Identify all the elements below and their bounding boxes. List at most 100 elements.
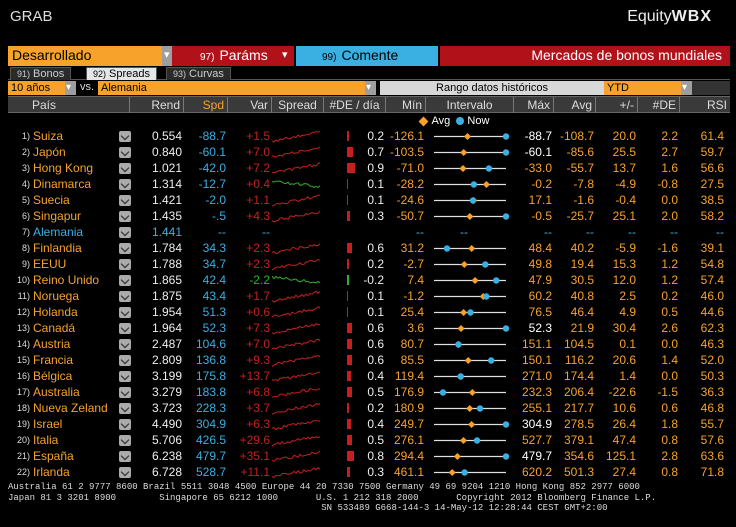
drilldown-icon[interactable] bbox=[119, 179, 131, 190]
table-row[interactable]: 8) Finlandia 1.784 34.3 +2.3 0.6 31.2 48.4 40.2 -… bbox=[8, 240, 730, 256]
sparkline-path bbox=[272, 162, 321, 173]
country-name[interactable]: Israel bbox=[33, 417, 63, 431]
table-row[interactable]: 17) Australia 3.279 183.8 +6.8 0.5 176.9 232.3 2… bbox=[8, 384, 730, 400]
drilldown-icon[interactable] bbox=[119, 339, 131, 350]
table-row[interactable]: 4) Dinamarca 1.314 -12.7 +0.4 0.1 -28.2 -0.2 -7.… bbox=[8, 176, 730, 192]
drilldown-icon[interactable] bbox=[119, 435, 131, 446]
drilldown-icon[interactable] bbox=[119, 387, 131, 398]
country-name[interactable]: Dinamarca bbox=[33, 177, 92, 191]
table-row[interactable]: 20) Italia 5.706 426.5 +29.6 0.5 276.1 527.7 379… bbox=[8, 432, 730, 448]
country-name[interactable]: Suecia bbox=[33, 193, 70, 207]
drilldown-icon[interactable] bbox=[119, 291, 131, 302]
table-row[interactable]: 22) Irlanda 6.728 528.7 +11.1 0.3 461.1 620.2 50… bbox=[8, 464, 730, 480]
drilldown-icon[interactable] bbox=[119, 403, 131, 414]
header-spread[interactable]: Spread bbox=[272, 97, 324, 113]
country-name[interactable]: Japón bbox=[33, 145, 66, 159]
spread-value: 43.4 bbox=[202, 289, 226, 303]
country-name[interactable]: Canadá bbox=[33, 321, 76, 335]
header-rend[interactable]: Rend bbox=[130, 97, 184, 113]
country-name[interactable]: Francia bbox=[33, 353, 74, 367]
table-row[interactable]: 1) Suiza 0.554 -88.7 +1.5 0.2 -126.1 -88.7 -108.… bbox=[8, 128, 730, 144]
table-row[interactable]: 6) Singapur 1.435 -.5 +4.3 0.3 -50.7 -0.5 -25.7 2… bbox=[8, 208, 730, 224]
country-name[interactable]: Bélgica bbox=[33, 369, 73, 383]
country-name[interactable]: Nueva Zeland bbox=[33, 401, 108, 415]
table-row[interactable]: 11) Noruega 1.875 43.4 +1.7 0.1 -1.2 60.2 40.8 2.… bbox=[8, 288, 730, 304]
header-rsi[interactable]: RSI bbox=[706, 98, 727, 112]
table-row[interactable]: 10) Reino Unido 1.865 42.4 -2.2 -0.2 7.4 47.9 30… bbox=[8, 272, 730, 288]
table-row[interactable]: 18) Nueva Zeland 3.723 228.3 +3.7 0.2 180.9 255… bbox=[8, 400, 730, 416]
tab-spreads[interactable]: 92) Spreads bbox=[86, 67, 157, 80]
header-pais[interactable]: País bbox=[8, 97, 130, 113]
drilldown-icon[interactable] bbox=[119, 131, 131, 142]
header-pm[interactable]: +/- bbox=[596, 97, 638, 113]
table-row[interactable]: 15) Francia 2.809 136.8 +9.3 0.6 85.5 150.1 116.… bbox=[8, 352, 730, 368]
max-value: 49.8 bbox=[528, 257, 552, 271]
drilldown-icon[interactable] bbox=[119, 227, 131, 238]
country-name[interactable]: Italia bbox=[33, 433, 59, 447]
country-name[interactable]: Irlanda bbox=[33, 465, 70, 479]
tab-curvas[interactable]: 93) Curvas bbox=[166, 67, 231, 80]
country-name[interactable]: Singapur bbox=[33, 209, 82, 223]
country-name[interactable]: Reino Unido bbox=[33, 273, 100, 287]
header-spd[interactable]: Spd bbox=[184, 97, 228, 113]
average-value: 501.3 bbox=[563, 465, 594, 479]
drilldown-icon[interactable] bbox=[119, 355, 131, 366]
drilldown-icon[interactable] bbox=[119, 467, 131, 478]
chevron-down-icon[interactable] bbox=[365, 81, 376, 95]
table-row[interactable]: 3) Hong Kong 1.021 -42.0 +7.2 0.9 -71.0 -33.0 -5… bbox=[8, 160, 730, 176]
tab-bonos[interactable]: 91) Bonos bbox=[10, 67, 72, 80]
brand-suffix: WBX bbox=[671, 8, 712, 25]
country-name[interactable]: Australia bbox=[33, 385, 80, 399]
chevron-down-icon[interactable] bbox=[65, 81, 76, 95]
country-name[interactable]: Hong Kong bbox=[33, 161, 94, 175]
country-name[interactable]: Holanda bbox=[33, 305, 78, 319]
drilldown-icon[interactable] bbox=[119, 307, 131, 318]
header-min[interactable]: Mín bbox=[386, 97, 426, 113]
table-row[interactable]: 14) Austria 2.487 104.6 +7.0 0.6 80.7 151.1 104.… bbox=[8, 336, 730, 352]
chevron-down-icon[interactable] bbox=[280, 46, 294, 66]
table-row[interactable]: 7) Alemania 1.441 -- -- -- -- -- -- -- -- -- bbox=[8, 224, 730, 240]
drilldown-icon[interactable] bbox=[119, 419, 131, 430]
chevron-down-icon[interactable] bbox=[681, 81, 692, 95]
drilldown-icon[interactable] bbox=[119, 275, 131, 286]
table-row[interactable]: 9) EEUU 1.788 34.7 +2.3 0.2 -2.7 49.8 19.4 15.3 1.… bbox=[8, 256, 730, 272]
drilldown-icon[interactable] bbox=[119, 259, 131, 270]
drilldown-icon[interactable] bbox=[119, 163, 131, 174]
params-button[interactable]: 97) Paráms bbox=[172, 46, 294, 66]
market-select[interactable]: Desarrollado bbox=[8, 46, 176, 66]
header-var[interactable]: Var bbox=[228, 97, 272, 113]
country-name[interactable]: Austria bbox=[33, 337, 71, 351]
sd-value: -- bbox=[670, 225, 678, 239]
drilldown-icon[interactable] bbox=[119, 243, 131, 254]
table-row[interactable]: 21) España 6.238 479.7 +35.1 0.8 294.4 479.7 354… bbox=[8, 448, 730, 464]
header-max[interactable]: Máx bbox=[514, 97, 554, 113]
country-name[interactable]: Finlandia bbox=[33, 241, 82, 255]
drilldown-icon[interactable] bbox=[119, 195, 131, 206]
drilldown-icon[interactable] bbox=[119, 147, 131, 158]
comment-button[interactable]: 99) Comente bbox=[296, 46, 438, 66]
benchmark-country-select[interactable]: Alemania bbox=[98, 81, 376, 95]
header-de[interactable]: #DE bbox=[638, 97, 680, 113]
table-row[interactable]: 5) Suecia 1.421 -2.0 +1.1 0.1 -24.6 17.1 -1.6 -0.… bbox=[8, 192, 730, 208]
country-name[interactable]: Suiza bbox=[33, 129, 64, 143]
header-avg[interactable]: Avg bbox=[554, 97, 596, 113]
table-row[interactable]: 13) Canadá 1.964 52.3 +7.3 0.6 3.6 52.3 21.9 30.4… bbox=[8, 320, 730, 336]
drilldown-icon[interactable] bbox=[119, 211, 131, 222]
drilldown-icon[interactable] bbox=[119, 323, 131, 334]
header-intervalo[interactable]: Intervalo bbox=[426, 97, 514, 113]
country-name[interactable]: EEUU bbox=[33, 257, 67, 271]
min-value: 80.7 bbox=[400, 337, 424, 351]
country-name[interactable]: España bbox=[33, 449, 74, 463]
period-select[interactable]: 10 años bbox=[8, 81, 76, 95]
table-row[interactable]: 12) Holanda 1.954 51.3 +0.6 0.1 25.4 76.5 46.4 4.… bbox=[8, 304, 730, 320]
country-name[interactable]: Noruega bbox=[33, 289, 80, 303]
header-de-dia[interactable]: #DE / día bbox=[324, 97, 386, 113]
table-row[interactable]: 16) Bélgica 3.199 175.8 +13.7 0.4 119.4 271.0 17… bbox=[8, 368, 730, 384]
drilldown-icon[interactable] bbox=[119, 451, 131, 462]
range-select[interactable]: YTD bbox=[604, 81, 692, 95]
table-row[interactable]: 2) Japón 0.840 -60.1 +7.0 0.7 -103.5 -60.1 -85.6… bbox=[8, 144, 730, 160]
table-row[interactable]: 19) Israel 4.490 304.9 +6.3 0.4 249.7 304.9 278.… bbox=[8, 416, 730, 432]
drilldown-icon[interactable] bbox=[119, 371, 131, 382]
diff-value: -5.9 bbox=[615, 241, 636, 255]
country-name[interactable]: Alemania bbox=[33, 225, 84, 239]
